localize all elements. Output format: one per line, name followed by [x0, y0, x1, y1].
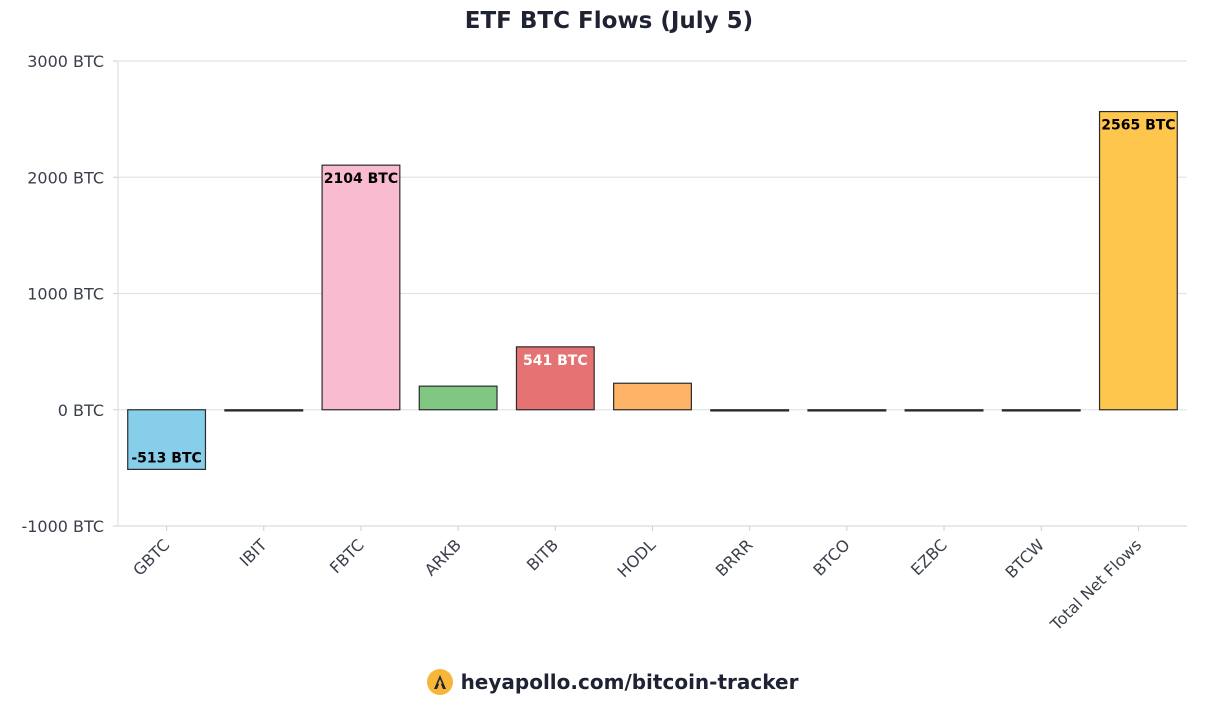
- data-labels: -513 BTC 2104 BTC 541 BTC 2565 BTC: [131, 118, 1175, 467]
- x-tick-label: BTCO: [809, 535, 853, 579]
- bar-arkb: [418, 385, 498, 411]
- grid-lines: [118, 60, 1187, 527]
- x-tick-label: Total Net Flows: [1046, 535, 1145, 634]
- bar-brrr: [710, 409, 790, 412]
- y-tick-label: 1000 BTC: [27, 285, 104, 304]
- y-tick-label: 0 BTC: [58, 401, 104, 420]
- x-tick-label: BTCW: [1002, 535, 1049, 582]
- y-tick-label: 3000 BTC: [27, 52, 104, 71]
- x-tick-label: ARKB: [421, 535, 465, 579]
- bar-chart: ETF BTC Flows (July 5) -1000 BTC 0 BTC 100…: [21, 8, 1187, 635]
- x-tick-label: GBTC: [129, 535, 173, 579]
- bar-bitb: [515, 346, 595, 411]
- data-label: 541 BTC: [523, 353, 588, 369]
- bar-hodl: [613, 382, 692, 411]
- data-label: -513 BTC: [131, 450, 201, 466]
- x-tick-label: BITB: [523, 535, 562, 574]
- bar-ezbc: [904, 409, 984, 412]
- data-label: 2565 BTC: [1101, 118, 1175, 134]
- bar-total-net-flows: [1098, 110, 1178, 411]
- bar-fbtc: [321, 164, 401, 411]
- bar-btcw: [1001, 409, 1081, 412]
- data-label: 2104 BTC: [324, 171, 398, 187]
- y-tick-label: 2000 BTC: [27, 168, 104, 187]
- apollo-logo-icon: [426, 669, 453, 695]
- bar-gbtc: [127, 409, 207, 470]
- axes: -1000 BTC 0 BTC 1000 BTC 2000 BTC 3000 BTC GB…: [21, 52, 1187, 635]
- bar-ibit: [224, 409, 304, 412]
- chart-title: ETF BTC Flows (July 5): [465, 8, 753, 34]
- x-tick-label: IBIT: [236, 535, 271, 570]
- bars: [127, 110, 1178, 470]
- footer: heyapollo.com/bitcoin-tracker: [0, 664, 1225, 700]
- bar-btco: [807, 409, 887, 412]
- x-tick-label: BRRR: [712, 535, 757, 580]
- x-tick-label: HODL: [613, 535, 659, 581]
- x-tick-label: FBTC: [326, 535, 368, 577]
- footer-link[interactable]: heyapollo.com/bitcoin-tracker: [460, 670, 799, 694]
- y-tick-label: -1000 BTC: [21, 517, 104, 536]
- x-tick-label: EZBC: [907, 535, 951, 579]
